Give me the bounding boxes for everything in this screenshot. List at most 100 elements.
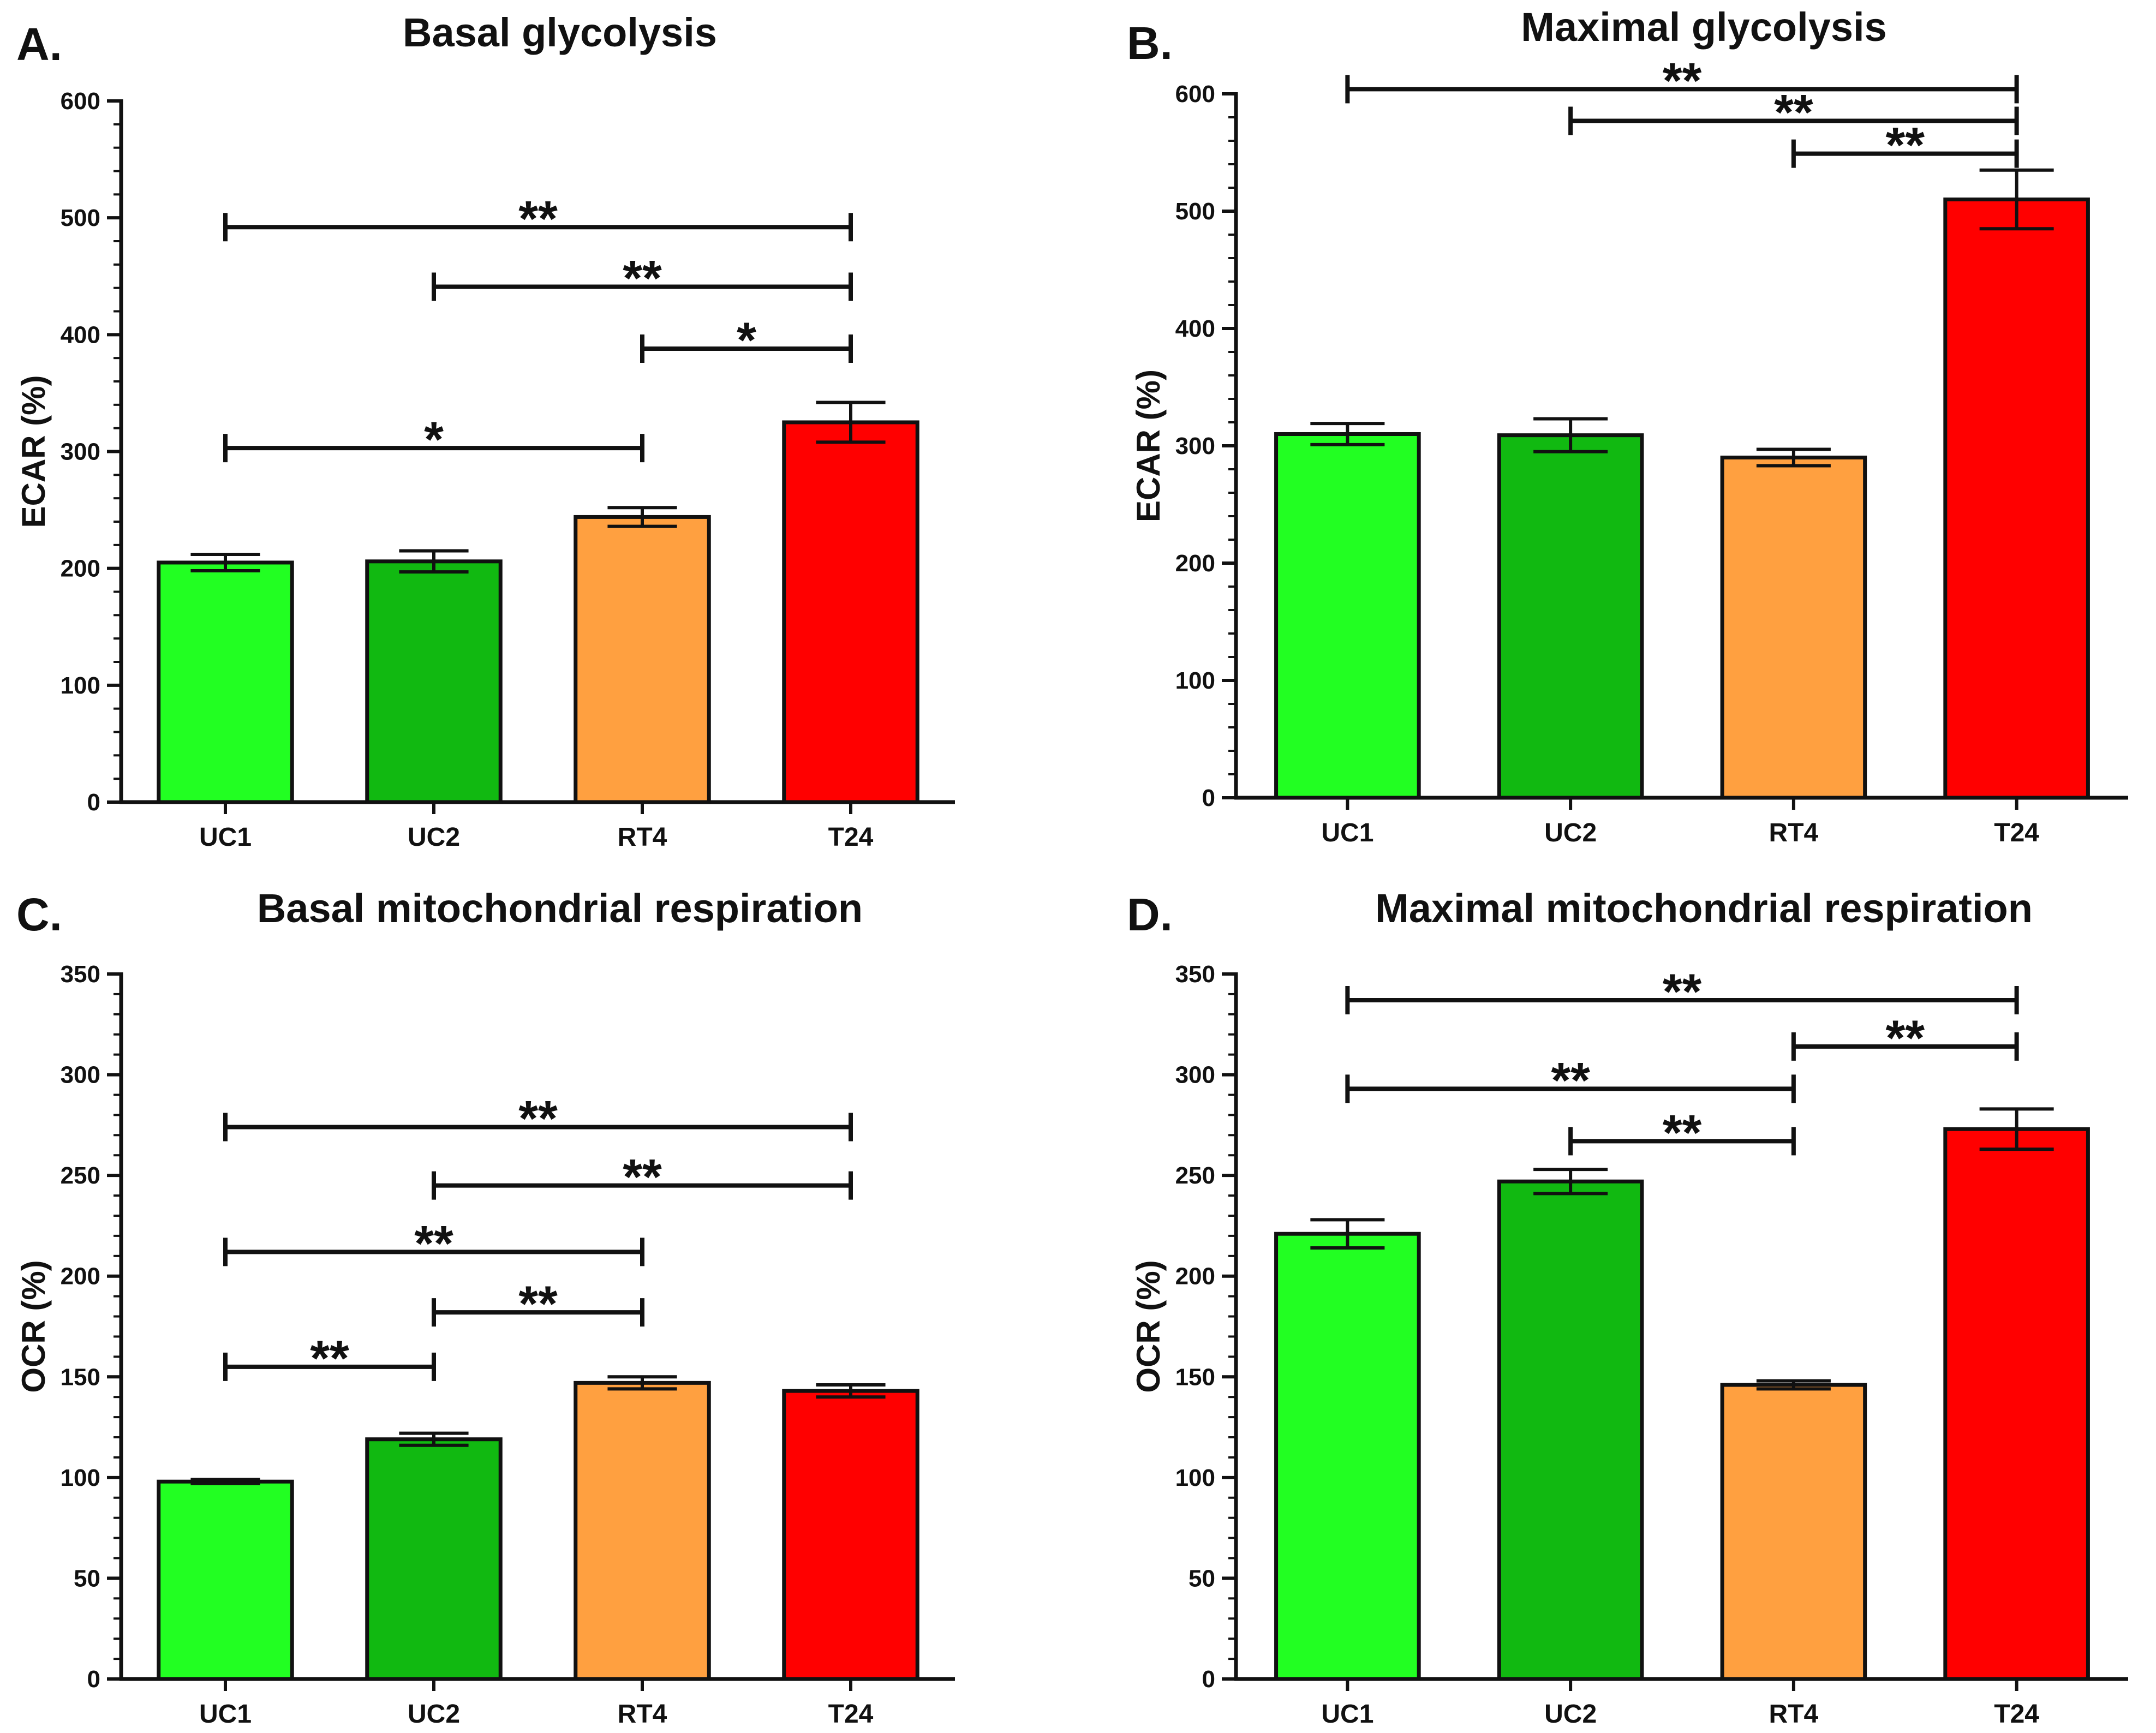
y-tick-label: 100 — [1175, 1465, 1215, 1491]
y-tick-label: 150 — [1175, 1364, 1215, 1390]
panel-b: B. Maximal glycolysis ECAR (%) 0 100 200 300 40… — [1127, 4, 2128, 847]
y-tick-label: 400 — [61, 321, 100, 348]
bar-rt4 — [574, 515, 711, 804]
bar-rt4 — [574, 1381, 711, 1681]
significance-label: ** — [623, 1150, 662, 1205]
y-tick-label: 300 — [1175, 1062, 1215, 1089]
y-tick-label: 250 — [61, 1162, 100, 1189]
x-tick-label-uc1: UC1 — [1321, 818, 1373, 847]
significance-label: * — [737, 313, 756, 368]
significance-label: ** — [1885, 118, 1925, 174]
significance-label: ** — [1663, 1105, 1702, 1161]
chart-title: Maximal mitochondrial respiration — [1375, 886, 2033, 931]
y-tick-label: 0 — [1202, 785, 1215, 811]
y-axis-label: ECAR (%) — [1130, 369, 1167, 522]
significance-bracket — [1791, 139, 2019, 168]
y-tick-label: 100 — [1175, 667, 1215, 694]
bar-t24 — [1943, 198, 2090, 800]
panel-letter: D. — [1127, 889, 1173, 940]
significance-label: * — [424, 412, 444, 468]
y-tick-label: 100 — [61, 672, 100, 699]
x-tick-label-rt4: RT4 — [618, 823, 667, 852]
y-tick-label: 350 — [1175, 961, 1215, 988]
bar-uc2 — [1497, 1179, 1644, 1681]
x-tick-label-rt4: RT4 — [1769, 818, 1819, 847]
bar-uc1 — [1274, 432, 1421, 800]
bar-uc2 — [365, 1437, 503, 1681]
bar-t24 — [782, 1389, 919, 1681]
y-tick-label: 0 — [87, 1666, 100, 1693]
bar-uc1 — [157, 1479, 294, 1681]
panel-c: C. Basal mitochondrial respiration OCR (%)… — [15, 886, 955, 1729]
bar-t24 — [782, 420, 919, 804]
panel-letter: A. — [16, 19, 62, 70]
y-tick-label: 150 — [61, 1364, 100, 1390]
y-tick-label: 0 — [87, 789, 100, 816]
y-tick-label: 350 — [61, 961, 100, 988]
x-tick-label-t24: T24 — [828, 1700, 874, 1729]
significance-bracket — [223, 213, 853, 242]
x-tick-label-t24: T24 — [828, 823, 874, 852]
significance-label: ** — [623, 251, 662, 307]
significance-bracket — [640, 334, 853, 363]
significance-bracket — [223, 1113, 853, 1142]
chart-title: Maximal glycolysis — [1521, 4, 1886, 50]
y-axis-label: OCR (%) — [1130, 1260, 1167, 1393]
significance-label: ** — [518, 1091, 558, 1147]
significance-label: ** — [518, 1276, 558, 1332]
x-tick-label-uc2: UC2 — [408, 1700, 460, 1729]
significance-label: ** — [1885, 1011, 1925, 1066]
y-axis-label: OCR (%) — [15, 1260, 52, 1393]
significance-label: ** — [518, 191, 558, 247]
bar-t24 — [1943, 1127, 2090, 1681]
significance-bracket — [1791, 1032, 2019, 1061]
x-tick-label-rt4: RT4 — [618, 1700, 667, 1729]
significance-label: ** — [414, 1216, 453, 1271]
x-tick-label-uc2: UC2 — [1544, 1700, 1597, 1729]
x-tick-label-uc1: UC1 — [199, 1700, 252, 1729]
bar-uc1 — [157, 560, 294, 804]
panel-letter: C. — [16, 889, 62, 940]
y-tick-label: 100 — [61, 1465, 100, 1491]
y-tick-label: 200 — [61, 1263, 100, 1290]
x-tick-label-uc2: UC2 — [1544, 818, 1597, 847]
significance-bracket — [223, 434, 644, 463]
chart-title: Basal mitochondrial respiration — [257, 886, 863, 931]
y-tick-label: 200 — [61, 555, 100, 582]
significance-bracket — [432, 1298, 644, 1327]
significance-label: ** — [310, 1331, 349, 1387]
significance-label: ** — [1774, 85, 1813, 140]
bar-rt4 — [1720, 456, 1867, 800]
bar-uc2 — [365, 559, 503, 804]
y-tick-label: 600 — [61, 88, 100, 115]
panel-a: A. Basal glycolysis ECAR (%) 0 100 200 300 400 5… — [15, 10, 955, 852]
significance-label: ** — [1663, 964, 1702, 1020]
significance-label: ** — [1551, 1053, 1590, 1108]
x-tick-label-t24: T24 — [1994, 818, 2039, 847]
y-tick-label: 0 — [1202, 1666, 1215, 1693]
significance-bracket — [1568, 106, 2019, 135]
significance-bracket — [223, 1238, 644, 1266]
panel-d: D. Maximal mitochondrial respiration OCR (… — [1127, 886, 2128, 1729]
y-tick-label: 300 — [1175, 433, 1215, 459]
significance-bracket — [1345, 1074, 1796, 1103]
significance-bracket — [1568, 1127, 1796, 1156]
y-tick-label: 500 — [61, 205, 100, 231]
significance-bracket — [1345, 75, 2019, 104]
y-tick-label: 600 — [1175, 81, 1215, 107]
y-tick-label: 200 — [1175, 1263, 1215, 1290]
x-tick-label-uc1: UC1 — [199, 823, 252, 852]
y-tick-label: 300 — [61, 439, 100, 465]
x-tick-label-uc2: UC2 — [408, 823, 460, 852]
x-tick-label-rt4: RT4 — [1769, 1700, 1819, 1729]
significance-bracket — [1345, 985, 2019, 1014]
y-axis-label: ECAR (%) — [15, 375, 52, 528]
y-tick-label: 50 — [74, 1565, 100, 1592]
y-tick-label: 500 — [1175, 198, 1215, 225]
y-tick-label: 50 — [1189, 1565, 1215, 1592]
y-tick-label: 200 — [1175, 550, 1215, 577]
chart-title: Basal glycolysis — [403, 10, 717, 55]
significance-bracket — [432, 272, 853, 301]
y-tick-label: 250 — [1175, 1162, 1215, 1189]
